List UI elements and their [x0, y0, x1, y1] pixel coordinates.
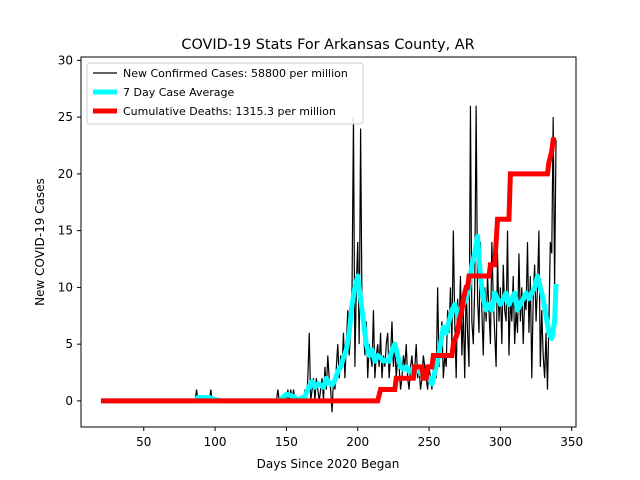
legend-label-cumulative-deaths: Cumulative Deaths: 1315.3 per million	[123, 105, 336, 118]
y-tick-label: 25	[58, 110, 73, 124]
legend-label-new-cases: New Confirmed Cases: 58800 per million	[123, 67, 348, 80]
x-tick-label: 100	[204, 435, 227, 449]
x-tick-label: 150	[275, 435, 298, 449]
x-tick-label: 300	[489, 435, 512, 449]
chart-title: COVID-19 Stats For Arkansas County, AR	[181, 37, 474, 53]
x-tick-label: 250	[418, 435, 441, 449]
series-line-daily	[100, 105, 557, 413]
y-tick-label: 5	[65, 337, 73, 351]
x-axis: 50 100 150 200 250 300 350	[136, 427, 583, 449]
plot-frame	[80, 56, 577, 428]
y-axis-title: New COVID-19 Cases	[33, 178, 47, 306]
y-tick-label: 30	[58, 53, 73, 67]
series-line-step	[100, 137, 557, 404]
y-tick-label: 0	[65, 394, 73, 408]
x-axis-title: Days Since 2020 Began	[257, 457, 400, 471]
legend-label-7-day-average: 7 Day Case Average	[123, 86, 235, 99]
x-tick-label: 200	[346, 435, 369, 449]
y-tick-label: 20	[58, 167, 73, 181]
y-tick-label: 15	[58, 224, 73, 238]
legend: New Confirmed Cases: 58800 per million 7…	[86, 62, 364, 125]
x-tick-label: 50	[136, 435, 151, 449]
series-layer	[100, 105, 559, 413]
y-axis: 0 5 10 15 20 25 30	[58, 53, 81, 408]
legend-box	[86, 62, 364, 125]
y-tick-label: 10	[58, 280, 73, 294]
x-tick-label: 350	[560, 435, 583, 449]
